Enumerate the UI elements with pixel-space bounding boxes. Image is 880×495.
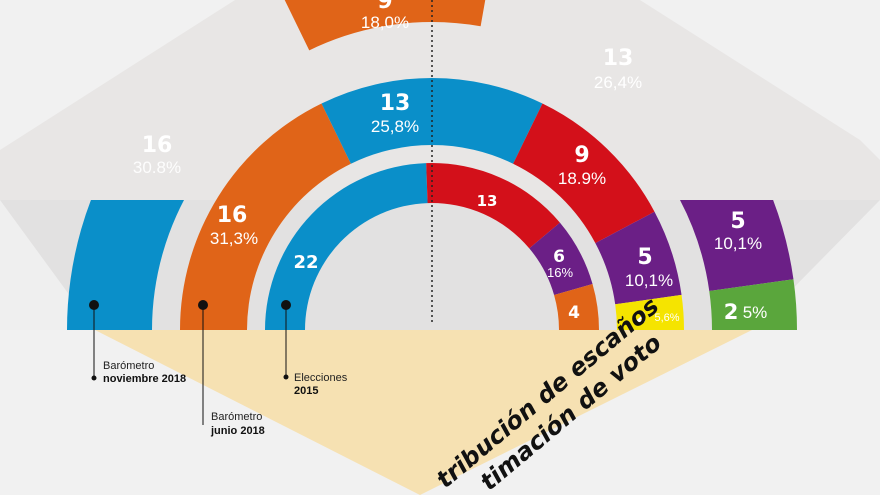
seat-segment-2015-2 (529, 222, 593, 295)
label-jun-psoe-pct: 18.9% (558, 169, 606, 188)
label-jun-cs-seats: 16 (217, 203, 248, 228)
label-nov-podemos-seats: 5 (730, 209, 745, 234)
label-jun-yellow-seats: 2 (636, 308, 646, 326)
svg-text:2015: 2015 (294, 385, 318, 397)
svg-text:junio 2018: junio 2018 (210, 425, 265, 437)
svg-text:Barómetro: Barómetro (103, 360, 154, 372)
label-jun-podemos-pct: 10,1% (625, 271, 673, 290)
seat-segment-nov-2018-1 (284, 0, 486, 51)
label-jun-cs-pct: 31,3% (210, 229, 258, 248)
seat-segment-nov-2018-0 (67, 200, 185, 330)
label-2015-psoe-seats: 13 (477, 192, 498, 210)
label-jun-yellow-pct: 5,6% (654, 312, 679, 324)
legend-junio-2018: Barómetro junio 2018 (198, 300, 265, 437)
label-jun-podemos-seats: 5 (637, 245, 652, 270)
label-nov-podemos-pct: 10,1% (714, 234, 762, 253)
label-nov-green-seats: 2 (724, 300, 739, 324)
label-nov-pp-pct: 30.8% (133, 158, 181, 177)
label-jun-pp-seats: 13 (380, 91, 411, 116)
label-nov-pp-seats: 16 (142, 133, 173, 158)
seat-segment-nov-2018-3 (679, 200, 794, 292)
seat-segment-nov-2018-4 (709, 279, 797, 330)
label-2015-podemos-pct: 16% (547, 265, 573, 280)
legend-elecciones-2015: Elecciones 2015 (281, 300, 348, 397)
svg-text:Elecciones: Elecciones (294, 372, 348, 384)
legend-noviembre-2018: Barómetro noviembre 2018 (89, 300, 186, 385)
label-nov-cs-seats: 9 (377, 0, 392, 14)
label-2015-pp-seats: 22 (293, 252, 318, 273)
svg-text:noviembre 2018: noviembre 2018 (103, 373, 186, 385)
label-nov-psoe-seats: 13 (603, 46, 634, 71)
seat-segment-jun-2018-3 (595, 211, 682, 305)
svg-text:Barómetro: Barómetro (211, 411, 262, 423)
label-jun-psoe-seats: 9 (574, 143, 589, 168)
seat-segment-jun-2018-2 (513, 103, 655, 244)
label-nov-cs-pct: 18,0% (361, 13, 409, 32)
label-nov-green-pct: 5% (743, 303, 768, 322)
seat-segment-2015-0 (265, 163, 428, 330)
envelope-beige-triangle (95, 330, 752, 495)
label-2015-podemos-seats: 6 (553, 247, 565, 267)
label-2015-cs-seats: 4 (568, 303, 580, 323)
seat-segment-jun-2018-0 (180, 103, 351, 330)
label-jun-pp-pct: 25,8% (371, 117, 419, 136)
seat-segment-2015-3 (554, 283, 599, 330)
label-nov-psoe-pct: 26,4% (594, 73, 642, 92)
seat-segment-jun-2018-4 (615, 294, 684, 330)
seat-segment-2015-1 (426, 162, 560, 249)
